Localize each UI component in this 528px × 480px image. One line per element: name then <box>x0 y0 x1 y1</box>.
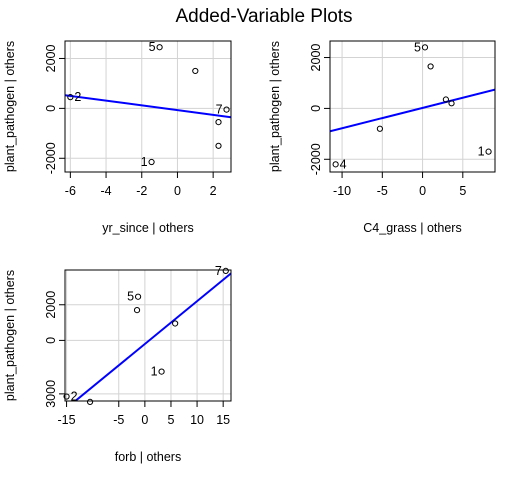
x-tick-label: 0 <box>419 184 426 198</box>
plot-frame <box>64 40 232 173</box>
data-point <box>448 100 455 107</box>
point-label: 1 <box>151 365 158 379</box>
data-point <box>421 44 429 51</box>
point-label: 2 <box>71 390 78 404</box>
data-point <box>223 106 230 113</box>
x-tick-label: 2 <box>210 184 217 198</box>
y-tick-label: 3000 <box>44 380 58 408</box>
data-point <box>63 393 70 400</box>
x-axis-label: yr_since | others <box>102 221 193 235</box>
y-tick-label: 0 <box>44 105 58 112</box>
x-tick-label: 5 <box>459 184 466 198</box>
x-axis-label: C4_grass | others <box>363 221 461 235</box>
point-label: 1 <box>141 155 148 169</box>
point-label: 4 <box>340 157 347 171</box>
y-tick-label: 0 <box>44 337 58 344</box>
data-point <box>67 94 74 101</box>
data-point <box>134 293 142 300</box>
y-tick-label: -2000 <box>309 143 323 175</box>
data-point <box>172 320 179 327</box>
data-point <box>376 125 384 132</box>
plot-frame <box>329 40 496 173</box>
point-label: 5 <box>127 290 134 304</box>
data-point <box>133 307 141 314</box>
data-point <box>215 142 222 149</box>
point-label: 7 <box>215 264 222 278</box>
plot-frame <box>64 269 232 402</box>
x-tick-label: -5 <box>113 413 124 427</box>
x-tick-label: -2 <box>136 184 147 198</box>
y-axis-label: plant_pathogen | others <box>268 41 282 172</box>
fit-line <box>65 94 231 119</box>
figure-title: Added-Variable Plots <box>175 6 352 27</box>
y-tick-label: 0 <box>309 105 323 112</box>
x-tick-label: 10 <box>190 413 204 427</box>
data-point <box>442 96 450 103</box>
x-tick-label: -4 <box>100 184 111 198</box>
data-point <box>192 67 199 75</box>
point-label: 5 <box>414 40 421 54</box>
y-axis-label: plant_pathogen | others <box>3 41 17 172</box>
x-tick-label: 0 <box>174 184 181 198</box>
data-point <box>156 44 163 51</box>
panel-c4-grass: 4 5 1 -10 -5 0 5 -2000 0 2000 C4_grass | others pla… <box>268 40 496 235</box>
y-tick-label: 2000 <box>44 291 58 319</box>
point-label: 5 <box>149 40 156 54</box>
data-point <box>215 118 222 126</box>
x-tick-label: -10 <box>333 184 351 198</box>
point-label: 2 <box>74 90 81 104</box>
y-tick-label: 2000 <box>309 44 323 72</box>
panel-forb: 2 5 1 7 -15 -5 0 5 10 15 3000 0 2000 forb | others pla… <box>3 264 232 464</box>
x-tick-label: -6 <box>65 184 76 198</box>
data-point <box>148 158 155 166</box>
y-axis-label: plant_pathogen | others <box>3 270 17 401</box>
x-tick-label: 5 <box>167 413 174 427</box>
fit-line <box>73 272 231 401</box>
data-point <box>427 63 434 70</box>
y-tick-label: -2000 <box>44 142 58 174</box>
y-tick-label: 2000 <box>44 45 58 73</box>
data-point <box>485 148 492 155</box>
x-tick-label: 15 <box>216 413 230 427</box>
point-label: 7 <box>216 103 223 117</box>
panel-yr-since: 2 5 7 1 -6 -4 -2 0 2 -2000 0 2000 yr_since | others p… <box>3 40 232 235</box>
data-point <box>86 398 94 405</box>
data-point <box>222 267 229 274</box>
point-label: 1 <box>478 145 485 159</box>
x-tick-label: 0 <box>141 413 148 427</box>
data-point <box>332 161 339 168</box>
fit-line <box>330 88 495 133</box>
x-tick-label: -15 <box>58 413 76 427</box>
x-axis-label: forb | others <box>115 450 181 464</box>
data-point <box>158 368 165 375</box>
x-tick-label: -5 <box>377 184 388 198</box>
